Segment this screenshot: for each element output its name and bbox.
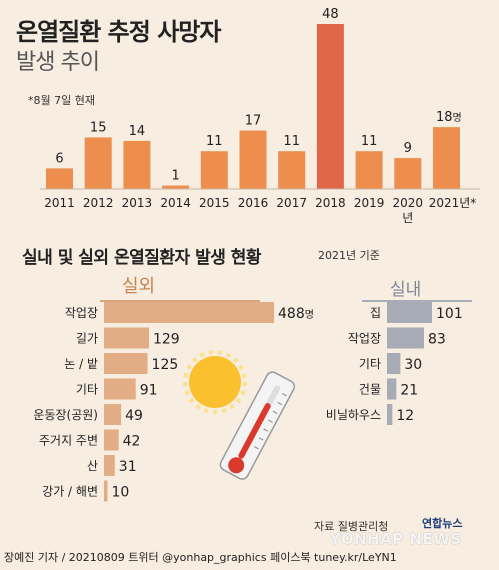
year-tick-label: 2020 <box>393 196 424 210</box>
year-tick-label: 2013 <box>122 196 153 210</box>
indoor-category-label: 건물 <box>359 383 381 397</box>
outdoor-heading: 실외 <box>122 276 156 297</box>
bar-2014 <box>162 185 190 189</box>
outdoor-category-label: 산 <box>87 459 98 473</box>
outdoor-value-label: 10 <box>111 485 129 501</box>
year-tick-label: 2021년* <box>429 196 477 210</box>
source-credit: 자료 질병관리청 <box>314 520 389 533</box>
value-unit: 명 <box>453 112 462 124</box>
outdoor-bar <box>104 455 115 476</box>
bar-2018 <box>316 24 344 189</box>
date-note: *8월 7일 현재 <box>28 94 95 107</box>
outdoor-bar <box>104 480 108 502</box>
bar-value-label: 11 <box>361 134 378 149</box>
year-tick-label: 2014 <box>160 196 191 210</box>
main-subtitle: 발생 추이 <box>16 50 100 75</box>
bar-2017 <box>278 151 306 189</box>
main-title: 온열질환 추정 사망자 <box>16 18 221 46</box>
outdoor-value-label: 125 <box>152 357 179 373</box>
outdoor-value-label: 488명 <box>278 306 314 322</box>
sun-rays-icon <box>183 350 247 414</box>
bar-2013 <box>123 140 151 189</box>
outdoor-category-label: 주거지 주변 <box>39 434 98 448</box>
outdoor-bar <box>104 378 136 400</box>
outdoor-divider <box>100 300 260 302</box>
outdoor-category-label: 강가 / 해변 <box>42 485 98 499</box>
outdoor-category-label: 길가 <box>76 332 98 346</box>
bar-2012 <box>84 137 112 189</box>
indoor-category-label: 집 <box>370 306 381 320</box>
year-unit-label: 년 <box>402 211 413 225</box>
year-tick-label: 2015 <box>199 196 230 210</box>
outdoor-bar <box>104 353 148 374</box>
outdoor-bar <box>104 404 122 425</box>
section-title: 실내 및 실외 온열질환자 발생 현황 <box>22 248 262 268</box>
yonhap-logo: 연합뉴스 <box>422 517 463 530</box>
sun-thermometer-illustration <box>183 350 296 480</box>
bar-value-label: 1 <box>171 169 179 184</box>
bar-2021 <box>433 127 460 189</box>
bar-value-label: 6 <box>55 151 63 166</box>
indoor-category-label: 작업장 <box>348 332 381 346</box>
indoor-heading: 실내 <box>390 280 422 300</box>
indoor-bar <box>387 404 393 425</box>
bar-value-label: 48 <box>322 7 339 22</box>
indoor-bar <box>387 302 432 323</box>
indoor-category-label: 비닐하우스 <box>326 408 381 422</box>
indoor-value-label: 30 <box>404 357 422 373</box>
bar-2016 <box>239 130 267 189</box>
year-tick-label: 2018 <box>315 196 346 210</box>
outdoor-category-label: 논 / 밭 <box>64 357 98 371</box>
outdoor-category-label: 기타 <box>76 383 98 397</box>
bar-value-label: 11 <box>206 134 223 149</box>
outdoor-value-label: 49 <box>125 408 143 424</box>
outdoor-value-label: 42 <box>123 434 141 450</box>
year-tick-label: 2017 <box>276 196 307 210</box>
watermark: YONHAP NEWS <box>330 530 462 548</box>
year-tick-label: 2019 <box>354 196 385 210</box>
bar-2011 <box>46 168 73 189</box>
outdoor-category-label: 작업장 <box>65 306 98 320</box>
indoor-category-label: 기타 <box>359 357 381 371</box>
outdoor-bar <box>104 302 274 323</box>
indoor-value-label: 21 <box>400 383 418 399</box>
bar-value-label: 11 <box>283 134 300 149</box>
bar-2020 <box>394 158 422 189</box>
bar-2015 <box>200 151 228 189</box>
bar-value-label: 15 <box>90 120 107 135</box>
outdoor-category-label: 운동장(공원) <box>33 408 98 422</box>
bar-value-label: 18명 <box>436 110 462 125</box>
year-tick-label: 2012 <box>83 196 114 210</box>
basis-note: 2021년 기준 <box>318 249 380 262</box>
indoor-chart: 집 101 작업장 83 기타 30 건물 21 비닐하우스 12 <box>326 302 463 425</box>
outdoor-value-label: 129 <box>153 332 180 348</box>
bar-2019 <box>355 151 383 189</box>
indoor-value-label: 12 <box>396 408 414 424</box>
outdoor-bar <box>104 429 119 451</box>
bar-value-label: 14 <box>129 124 146 139</box>
outdoor-bar <box>104 327 149 349</box>
indoor-value-label: 101 <box>436 306 463 322</box>
footer-credit: 장예진 기자 / 20210809 트위터 @yonhap_graphics 페… <box>4 551 397 564</box>
yearly-deaths-chart: 6 2011 15 2012 14 2013 1 2014 11 2015 17 2016 11 2017… <box>40 7 480 225</box>
thermometer-icon <box>219 371 296 480</box>
year-tick-label: 2016 <box>238 196 269 210</box>
indoor-bar <box>387 353 401 374</box>
outdoor-value-label: 31 <box>119 459 137 475</box>
indoor-bar <box>387 327 424 349</box>
indoor-bar <box>387 378 397 400</box>
year-tick-label: 2011 <box>44 196 75 210</box>
outdoor-value-label: 91 <box>140 383 158 399</box>
indoor-value-label: 83 <box>428 332 446 348</box>
sun-icon <box>189 356 241 408</box>
value-unit: 명 <box>305 309 314 321</box>
bar-value-label: 9 <box>404 141 412 156</box>
indoor-divider <box>362 300 472 302</box>
bar-value-label: 17 <box>245 114 262 129</box>
